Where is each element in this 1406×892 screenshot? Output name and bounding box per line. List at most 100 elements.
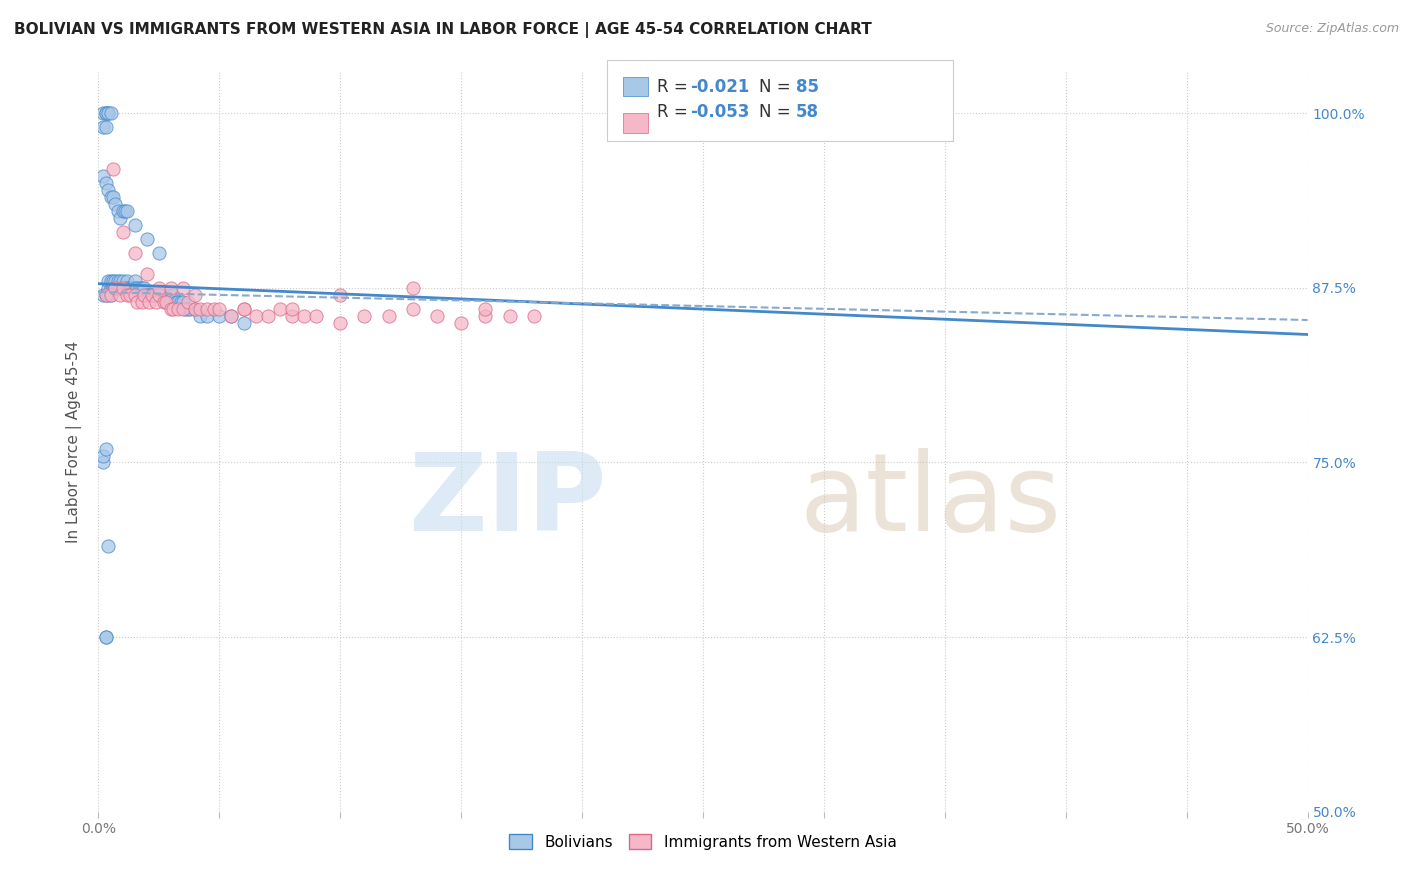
Point xyxy=(145,288,167,302)
Point xyxy=(281,309,304,323)
Point xyxy=(118,281,141,295)
Point xyxy=(162,288,184,302)
Point xyxy=(177,294,200,309)
Point xyxy=(523,309,546,323)
Point xyxy=(148,288,170,302)
Point xyxy=(221,309,243,323)
Point xyxy=(135,232,157,246)
Point xyxy=(138,288,160,302)
Point xyxy=(101,190,124,204)
Point xyxy=(117,204,139,219)
Point xyxy=(474,309,496,323)
Point xyxy=(97,274,120,288)
Point xyxy=(135,288,157,302)
Point xyxy=(94,630,117,644)
Point xyxy=(118,281,141,295)
Point xyxy=(131,281,153,295)
Point xyxy=(101,162,124,177)
Legend: Bolivians, Immigrants from Western Asia: Bolivians, Immigrants from Western Asia xyxy=(503,828,903,856)
Point xyxy=(114,281,136,295)
Point xyxy=(91,449,114,463)
Point xyxy=(104,281,127,295)
Point xyxy=(101,281,124,295)
Point xyxy=(174,301,197,316)
Point xyxy=(100,106,122,120)
Point xyxy=(101,281,124,295)
Text: N =: N = xyxy=(759,78,796,96)
Point xyxy=(127,294,149,309)
Point xyxy=(188,301,211,316)
Point xyxy=(124,288,146,302)
Point xyxy=(111,281,134,295)
Point xyxy=(100,288,122,302)
Point xyxy=(329,316,352,330)
Point xyxy=(179,301,201,316)
Point xyxy=(292,309,315,323)
Point xyxy=(141,288,163,302)
Point xyxy=(100,274,122,288)
Point xyxy=(145,294,167,309)
Point xyxy=(245,309,267,323)
Point xyxy=(152,288,174,302)
Point xyxy=(104,281,127,295)
Point xyxy=(150,288,173,302)
Point xyxy=(169,294,191,309)
Point xyxy=(402,281,425,295)
Point xyxy=(148,288,170,302)
Point xyxy=(148,281,170,295)
Point xyxy=(232,301,254,316)
Point xyxy=(221,309,243,323)
Point xyxy=(108,288,131,302)
Point xyxy=(184,301,207,316)
Point xyxy=(353,309,375,323)
Point xyxy=(94,442,117,456)
Point xyxy=(172,294,194,309)
Point xyxy=(111,225,134,239)
Text: -0.021: -0.021 xyxy=(690,78,749,96)
Point xyxy=(100,281,122,295)
Point xyxy=(111,204,134,219)
Point xyxy=(94,106,117,120)
Point xyxy=(114,204,136,219)
Point xyxy=(94,120,117,135)
Y-axis label: In Labor Force | Age 45-54: In Labor Force | Age 45-54 xyxy=(66,341,83,542)
Point xyxy=(108,281,131,295)
Point xyxy=(108,274,131,288)
Point xyxy=(232,316,254,330)
Point xyxy=(329,288,352,302)
Point xyxy=(134,288,156,302)
Point xyxy=(107,204,129,219)
Point xyxy=(256,309,278,323)
Point xyxy=(121,281,143,295)
Point xyxy=(157,288,180,302)
Point xyxy=(104,274,127,288)
Point xyxy=(138,294,160,309)
Point xyxy=(108,211,131,225)
Point xyxy=(377,309,399,323)
Point xyxy=(100,288,122,302)
Point xyxy=(97,183,120,197)
Point xyxy=(117,281,139,295)
Point xyxy=(188,309,211,323)
Point xyxy=(934,106,956,120)
Point xyxy=(498,309,520,323)
Point xyxy=(97,281,120,295)
Text: 85: 85 xyxy=(796,78,818,96)
Point xyxy=(134,281,156,295)
Point xyxy=(204,301,226,316)
Point xyxy=(195,301,218,316)
Point xyxy=(100,190,122,204)
Text: -0.053: -0.053 xyxy=(690,103,749,120)
Point xyxy=(177,301,200,316)
Point xyxy=(402,301,425,316)
Point xyxy=(172,281,194,295)
Text: 58: 58 xyxy=(796,103,818,120)
Point xyxy=(107,274,129,288)
Text: atlas: atlas xyxy=(800,448,1062,554)
Point xyxy=(124,274,146,288)
Point xyxy=(128,281,150,295)
Point xyxy=(94,288,117,302)
Point xyxy=(117,274,139,288)
Point xyxy=(474,301,496,316)
Point xyxy=(91,120,114,135)
